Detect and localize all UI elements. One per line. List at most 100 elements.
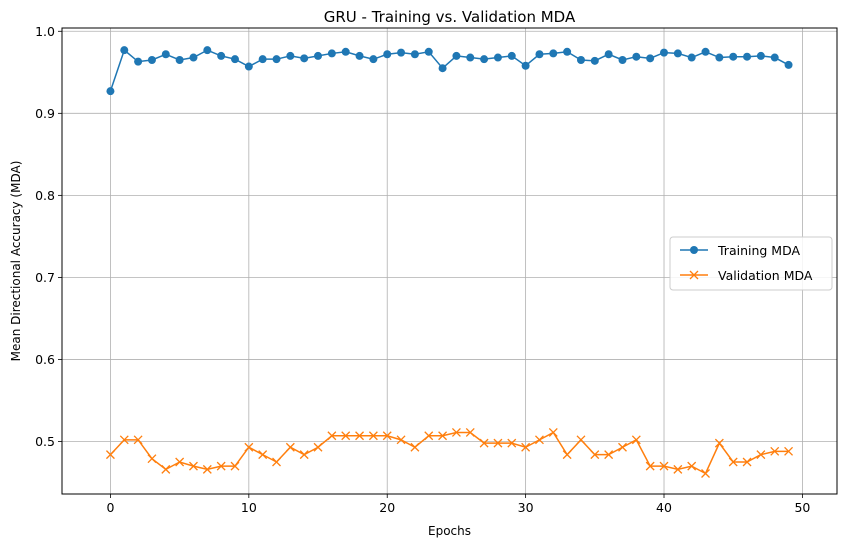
data-point-training	[383, 50, 392, 59]
data-point-validation	[341, 431, 351, 441]
data-point-validation	[631, 435, 641, 445]
data-point-validation	[244, 442, 254, 452]
data-point-training	[715, 53, 724, 62]
data-point-training	[410, 50, 419, 59]
data-point-validation	[770, 446, 780, 456]
data-point-validation	[355, 431, 365, 441]
data-point-training	[286, 51, 295, 60]
data-point-validation	[479, 438, 489, 448]
x-axis-label: Epochs	[428, 524, 471, 538]
data-point-training	[106, 87, 115, 96]
chart-title: GRU - Training vs. Validation MDA	[324, 8, 576, 26]
data-point-training	[646, 54, 655, 63]
data-point-training	[355, 51, 364, 60]
data-point-validation	[424, 431, 434, 441]
data-point-training	[203, 46, 212, 55]
data-point-validation	[230, 461, 240, 471]
data-point-validation	[784, 446, 794, 456]
legend-marker-validation	[689, 270, 699, 280]
plot-frame	[61, 27, 838, 495]
data-point-validation	[410, 442, 420, 452]
data-point-training	[632, 52, 641, 61]
data-point-training	[175, 55, 184, 64]
data-point-training	[244, 62, 253, 71]
y-tick-label: 0.9	[35, 106, 55, 121]
data-point-training	[535, 50, 544, 59]
data-point-training	[756, 51, 765, 60]
data-point-validation	[202, 464, 212, 474]
data-point-validation	[618, 442, 627, 452]
data-point-training	[743, 52, 752, 61]
data-point-training	[161, 50, 170, 59]
data-point-validation	[285, 442, 295, 452]
data-point-training	[466, 53, 475, 62]
y-tick-label: 0.5	[35, 434, 55, 449]
data-point-training	[563, 47, 572, 56]
plot-series	[105, 46, 794, 478]
data-point-training	[507, 51, 516, 60]
data-point-validation	[701, 469, 710, 478]
data-point-training	[327, 49, 336, 58]
data-point-validation	[687, 461, 697, 471]
legend-box	[669, 236, 833, 291]
series-line-0	[109, 48, 789, 92]
data-point-validation	[299, 450, 309, 460]
data-point-training	[147, 55, 156, 64]
data-point-validation	[133, 435, 143, 445]
data-point-validation	[189, 461, 198, 471]
data-point-validation	[590, 450, 600, 460]
data-point-training	[604, 50, 613, 59]
data-point-training	[438, 64, 447, 73]
data-point-training	[397, 48, 406, 57]
data-point-training	[217, 51, 226, 60]
data-point-validation	[272, 457, 281, 467]
data-point-validation	[576, 435, 586, 445]
axis-ticks: 0 10 20 30 40 50 0.5 0.6 0.7 0.8 0.9 1.0	[35, 24, 810, 515]
data-point-training	[452, 51, 461, 60]
data-point-training	[590, 56, 599, 65]
data-point-training	[521, 61, 530, 70]
data-point-validation	[313, 442, 323, 452]
data-point-validation	[119, 435, 129, 445]
data-point-validation	[327, 431, 337, 441]
data-point-training	[480, 55, 489, 64]
data-point-training	[369, 55, 378, 64]
data-point-validation	[175, 457, 185, 467]
data-point-validation	[368, 431, 378, 441]
data-point-validation	[673, 464, 683, 474]
data-point-validation	[645, 461, 655, 471]
data-point-training	[272, 55, 281, 64]
data-point-validation	[521, 442, 531, 452]
y-tick-label: 0.7	[35, 270, 55, 285]
data-point-validation	[756, 450, 766, 460]
data-point-validation	[382, 431, 392, 441]
legend-label-training: Training MDA	[717, 243, 800, 258]
data-point-validation	[604, 450, 614, 460]
data-point-training	[687, 53, 696, 62]
data-point-validation	[258, 450, 268, 460]
y-tick-label: 0.6	[35, 352, 55, 367]
data-point-training	[770, 53, 779, 62]
data-point-validation	[534, 435, 544, 445]
data-point-training	[341, 47, 350, 56]
data-point-validation	[742, 457, 752, 467]
y-axis-label: Mean Directional Accuracy (MDA)	[9, 161, 23, 362]
data-point-validation	[161, 464, 171, 474]
data-point-training	[314, 51, 323, 60]
data-point-training	[618, 55, 627, 64]
data-point-validation	[105, 450, 115, 460]
data-point-training	[258, 55, 267, 64]
legend: Training MDA Validation MDA	[669, 236, 833, 291]
data-point-validation	[396, 435, 406, 445]
data-point-validation	[493, 438, 503, 448]
x-tick-label: 40	[656, 500, 672, 515]
data-point-training	[493, 53, 502, 62]
data-point-training	[701, 47, 710, 56]
y-tick-label: 0.8	[35, 188, 55, 203]
data-point-validation	[562, 450, 572, 460]
data-point-validation	[507, 438, 517, 448]
data-point-training	[660, 48, 669, 57]
data-point-training	[549, 49, 558, 58]
data-point-validation	[728, 457, 738, 467]
